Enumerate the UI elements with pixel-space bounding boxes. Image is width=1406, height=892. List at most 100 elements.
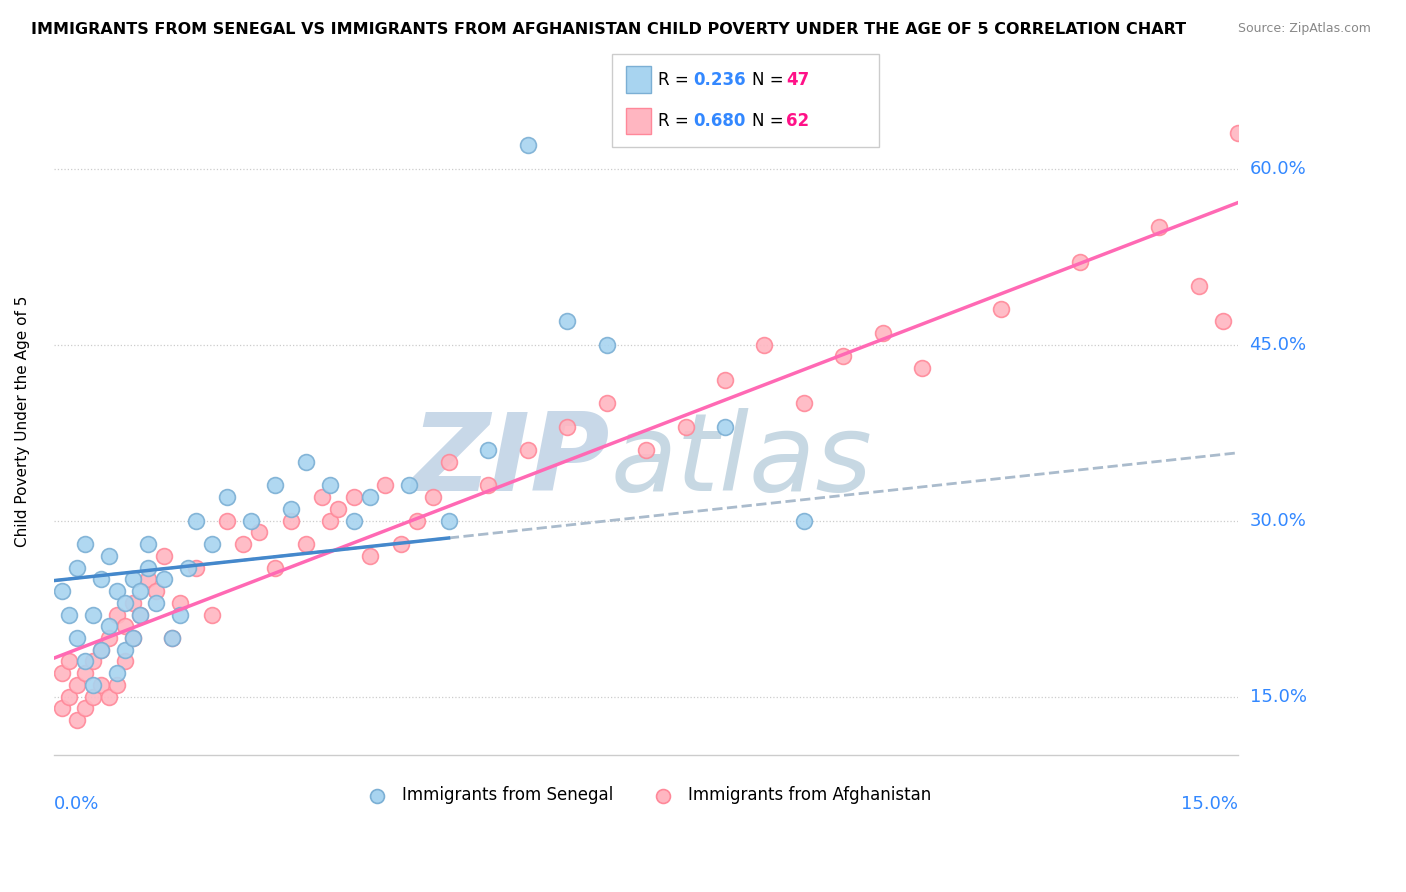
Point xyxy=(105,678,128,692)
Point xyxy=(477,478,499,492)
Point xyxy=(555,419,578,434)
Point xyxy=(129,607,152,622)
Point xyxy=(105,584,128,599)
Text: 30.0%: 30.0% xyxy=(1250,512,1306,530)
Point xyxy=(263,560,285,574)
Point xyxy=(82,655,104,669)
Point xyxy=(793,396,815,410)
Y-axis label: Child Poverty Under the Age of 5: Child Poverty Under the Age of 5 xyxy=(15,295,30,547)
Point xyxy=(153,572,176,586)
Point xyxy=(97,549,120,563)
Text: 15.0%: 15.0% xyxy=(1181,796,1239,814)
Point xyxy=(90,642,112,657)
Point xyxy=(129,584,152,599)
Point xyxy=(75,655,97,669)
Text: 60.0%: 60.0% xyxy=(1250,160,1306,178)
Text: atlas: atlas xyxy=(610,409,872,514)
Point xyxy=(247,525,270,540)
Text: 0.0%: 0.0% xyxy=(53,796,98,814)
Text: IMMIGRANTS FROM SENEGAL VS IMMIGRANTS FROM AFGHANISTAN CHILD POVERTY UNDER THE A: IMMIGRANTS FROM SENEGAL VS IMMIGRANTS FR… xyxy=(31,22,1187,37)
Point xyxy=(406,514,429,528)
Point xyxy=(555,314,578,328)
Text: 47: 47 xyxy=(786,70,810,88)
Point xyxy=(82,690,104,704)
Point xyxy=(872,326,894,340)
Point xyxy=(177,560,200,574)
Point xyxy=(793,514,815,528)
Point xyxy=(437,514,460,528)
Point xyxy=(990,302,1012,317)
Point xyxy=(66,678,89,692)
Point xyxy=(634,443,657,458)
Point xyxy=(263,478,285,492)
Point xyxy=(595,396,617,410)
Point xyxy=(90,678,112,692)
Point xyxy=(311,490,333,504)
Point xyxy=(121,596,143,610)
Point xyxy=(121,572,143,586)
Text: 0.236: 0.236 xyxy=(693,70,745,88)
Point xyxy=(58,607,80,622)
Point xyxy=(389,537,412,551)
Point xyxy=(51,666,73,681)
Point xyxy=(97,631,120,645)
Point xyxy=(105,666,128,681)
Point xyxy=(184,560,207,574)
Point xyxy=(911,772,934,786)
Point xyxy=(114,596,136,610)
Point xyxy=(114,655,136,669)
Point xyxy=(114,619,136,633)
Point xyxy=(374,478,396,492)
Point xyxy=(1227,126,1250,140)
Point xyxy=(145,596,167,610)
Point xyxy=(75,701,97,715)
Point xyxy=(51,701,73,715)
Point xyxy=(97,690,120,704)
Point xyxy=(477,443,499,458)
Point xyxy=(75,666,97,681)
Point xyxy=(232,537,254,551)
Point xyxy=(58,655,80,669)
Point xyxy=(754,337,776,351)
Text: 15.0%: 15.0% xyxy=(1250,688,1306,706)
Text: 62: 62 xyxy=(786,112,808,130)
Point xyxy=(714,373,737,387)
Point xyxy=(516,443,538,458)
Point xyxy=(138,537,160,551)
Point xyxy=(169,607,191,622)
Point xyxy=(240,514,263,528)
Point xyxy=(437,455,460,469)
Point xyxy=(90,642,112,657)
Point xyxy=(184,514,207,528)
Text: 0.680: 0.680 xyxy=(693,112,745,130)
Point xyxy=(295,537,318,551)
Point xyxy=(343,514,366,528)
Text: N =: N = xyxy=(752,70,789,88)
Text: R =: R = xyxy=(658,112,695,130)
Point xyxy=(319,478,342,492)
Point xyxy=(200,537,222,551)
Point xyxy=(280,514,302,528)
Point xyxy=(990,783,1012,797)
Point xyxy=(121,631,143,645)
Point xyxy=(319,514,342,528)
Text: N =: N = xyxy=(752,112,789,130)
Point xyxy=(595,337,617,351)
Point xyxy=(121,631,143,645)
Point xyxy=(145,584,167,599)
Point xyxy=(217,514,239,528)
Point xyxy=(160,631,183,645)
Point xyxy=(66,713,89,727)
Point xyxy=(1188,278,1211,293)
Point xyxy=(90,572,112,586)
Text: ZIP: ZIP xyxy=(412,408,610,514)
Text: Source: ZipAtlas.com: Source: ZipAtlas.com xyxy=(1237,22,1371,36)
Legend: Immigrants from Senegal, Immigrants from Afghanistan: Immigrants from Senegal, Immigrants from… xyxy=(354,780,938,811)
Point xyxy=(82,678,104,692)
Point xyxy=(160,631,183,645)
Point xyxy=(105,607,128,622)
Point xyxy=(51,584,73,599)
Point xyxy=(295,455,318,469)
Point xyxy=(129,607,152,622)
Point xyxy=(114,642,136,657)
